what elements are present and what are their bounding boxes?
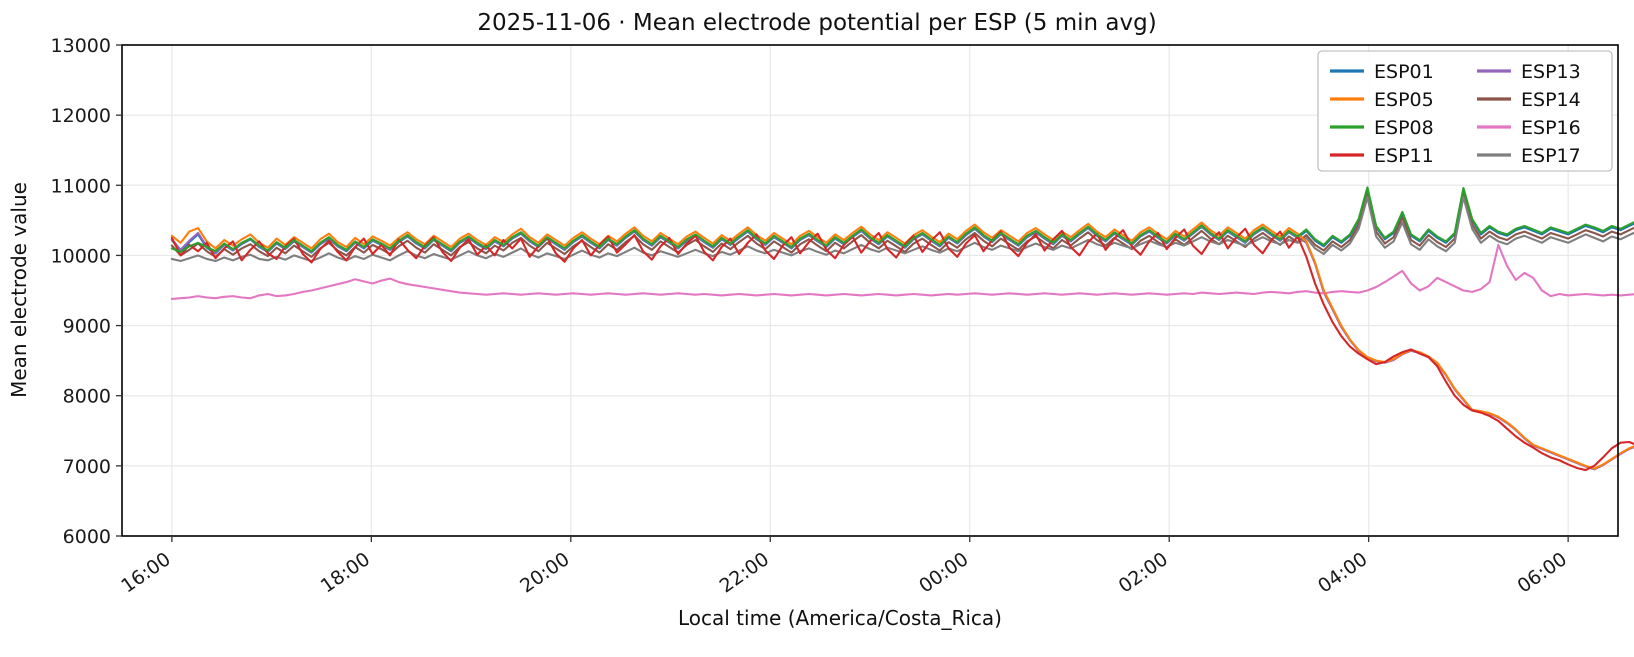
chart-title: 2025-11-06 · Mean electrode potential pe… xyxy=(477,10,1156,36)
y-tick-label: 13000 xyxy=(51,35,111,57)
legend-item-esp01[interactable]: ESP01 xyxy=(1330,61,1434,83)
y-tick-label: 7000 xyxy=(63,456,111,478)
series-line-esp05 xyxy=(170,221,1634,470)
legend-item-esp08[interactable]: ESP08 xyxy=(1330,117,1434,139)
x-axis-label: Local time (America/Costa_Rica) xyxy=(678,606,1002,630)
legend-label: ESP14 xyxy=(1521,89,1581,111)
y-tick-label: 9000 xyxy=(63,316,111,338)
legend-label: ESP08 xyxy=(1374,117,1434,139)
legend-item-esp11[interactable]: ESP11 xyxy=(1330,145,1434,167)
legend-item-esp17[interactable]: ESP17 xyxy=(1477,145,1581,167)
legend-label: ESP05 xyxy=(1374,89,1434,111)
legend-label: ESP16 xyxy=(1521,117,1581,139)
legend-item-esp13[interactable]: ESP13 xyxy=(1477,61,1581,83)
legend-background xyxy=(1317,50,1613,172)
y-axis-label: Mean electrode value xyxy=(7,182,31,398)
series-line-esp11 xyxy=(170,227,1634,472)
plot-frame xyxy=(121,44,1619,537)
y-tick-label: 6000 xyxy=(63,526,111,548)
legend-label: ESP13 xyxy=(1521,61,1581,83)
legend-label: ESP11 xyxy=(1374,145,1434,167)
y-tick-label: 8000 xyxy=(63,386,111,408)
y-tick-label: 12000 xyxy=(51,105,111,127)
series-lines xyxy=(170,186,1634,472)
legend-item-esp16[interactable]: ESP16 xyxy=(1477,117,1581,139)
legend-item-esp05[interactable]: ESP05 xyxy=(1330,89,1434,111)
y-tick-label: 10000 xyxy=(51,245,111,267)
series-line-esp16 xyxy=(170,243,1634,300)
series-line-esp14 xyxy=(170,191,1634,258)
legend-label: ESP17 xyxy=(1521,145,1581,167)
y-axis-ticks: 6000 7000 8000 9000 10000 11000 12000 13000 xyxy=(51,35,122,548)
series-line-esp08 xyxy=(170,186,1634,253)
chart-legend[interactable]: ESP01 ESP05 ESP08 ESP11 ESP13 ESP14 ESP16 ESP17 xyxy=(1317,50,1613,172)
legend-label: ESP01 xyxy=(1374,61,1434,83)
y-tick-label: 11000 xyxy=(51,175,111,197)
legend-item-esp14[interactable]: ESP14 xyxy=(1477,89,1581,111)
